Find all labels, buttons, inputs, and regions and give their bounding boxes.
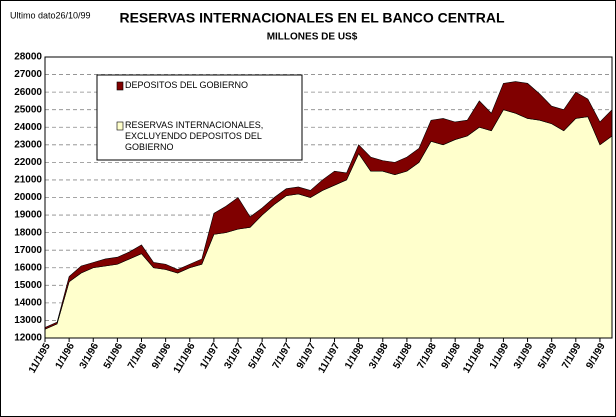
y-tick-label: 17000 bbox=[14, 245, 42, 256]
y-tick-label: 14000 bbox=[14, 298, 42, 309]
legend-box bbox=[96, 74, 303, 161]
y-tick-label: 26000 bbox=[14, 87, 42, 98]
y-tick-label: 23000 bbox=[14, 139, 42, 150]
chart-title: RESERVAS INTERNACIONALES EN EL BANCO CEN… bbox=[119, 10, 504, 26]
y-tick-label: 22000 bbox=[14, 157, 42, 168]
chart-subtitle: MILLONES DE US$ bbox=[267, 32, 358, 43]
y-tick-label: 13000 bbox=[14, 315, 42, 326]
y-tick-label: 16000 bbox=[14, 262, 42, 273]
y-tick-label: 18000 bbox=[14, 227, 42, 238]
y-tick-label: 28000 bbox=[14, 52, 42, 63]
y-tick-label: 15000 bbox=[14, 280, 42, 291]
legend-swatch bbox=[116, 121, 124, 131]
y-tick-label: 20000 bbox=[14, 192, 42, 203]
y-tick-label: 19000 bbox=[14, 210, 42, 221]
legend-label: DEPOSITOS DEL GOBIERNO bbox=[125, 80, 248, 90]
plot-border bbox=[44, 56, 613, 339]
y-tick-label: 24000 bbox=[14, 122, 42, 133]
y-tick-label: 12000 bbox=[14, 333, 42, 344]
y-tick-label: 21000 bbox=[14, 175, 42, 186]
annotation: Ultimo dato26/10/99 bbox=[10, 10, 91, 20]
legend: DEPOSITOS DEL GOBIERNO RESERVAS INTERNACI… bbox=[96, 74, 303, 161]
y-tick-label: 27000 bbox=[14, 69, 42, 80]
y-tick-label: 25000 bbox=[14, 104, 42, 115]
legend-swatch bbox=[116, 81, 124, 91]
legend-label: RESERVAS INTERNACIONALES, EXCLUYENDO DEPO… bbox=[125, 120, 263, 152]
